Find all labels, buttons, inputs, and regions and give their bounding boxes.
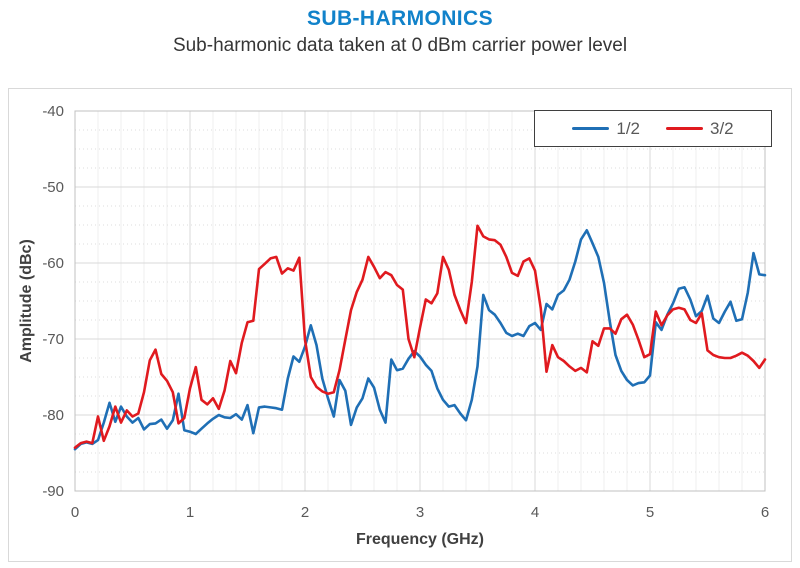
legend-swatch-one-half: [572, 126, 610, 131]
series-line-3-2: [73, 224, 767, 450]
y-tick-label: -70: [42, 331, 64, 348]
x-tick-label: 0: [71, 504, 79, 521]
y-tick-label: -40: [42, 103, 64, 120]
y-tick-label: -50: [42, 179, 64, 196]
legend-item-three-half: 3/2: [666, 119, 734, 139]
x-tick-label: 2: [301, 504, 309, 521]
y-axis-title: Amplitude (dBc): [18, 239, 35, 363]
chart-area: -40 -50 -60 -70 -80 -90 0 1 2 3 4 5 6 1/2 3/2 Freque…: [0, 88, 800, 568]
legend-item-one-half: 1/2: [572, 119, 640, 139]
x-tick-label: 6: [761, 504, 769, 521]
y-tick-label: -80: [42, 407, 64, 424]
legend-swatch-three-half: [666, 126, 703, 131]
legend: 1/2 3/2: [534, 110, 772, 147]
plot-canvas: -40 -50 -60 -70 -80 -90 0 1 2 3 4 5 6: [8, 88, 792, 562]
plot-area-border: [74, 110, 766, 492]
x-tick-label: 3: [416, 504, 424, 521]
page-title: SUB-HARMONICS: [306, 7, 494, 30]
series-line-1-2: [73, 229, 767, 451]
page-subtitle: Sub-harmonic data taken at 0 dBm carrier…: [172, 35, 628, 56]
legend-label-one-half: 1/2: [616, 118, 640, 138]
y-tick-label: -90: [42, 483, 64, 500]
x-axis-title: Frequency (GHz): [355, 531, 484, 548]
legend-label-three-half: 3/2: [710, 118, 734, 138]
y-tick-label: -60: [42, 255, 64, 272]
x-tick-label: 1: [186, 504, 194, 521]
x-tick-label: 5: [646, 504, 654, 521]
x-tick-label: 4: [531, 504, 539, 521]
